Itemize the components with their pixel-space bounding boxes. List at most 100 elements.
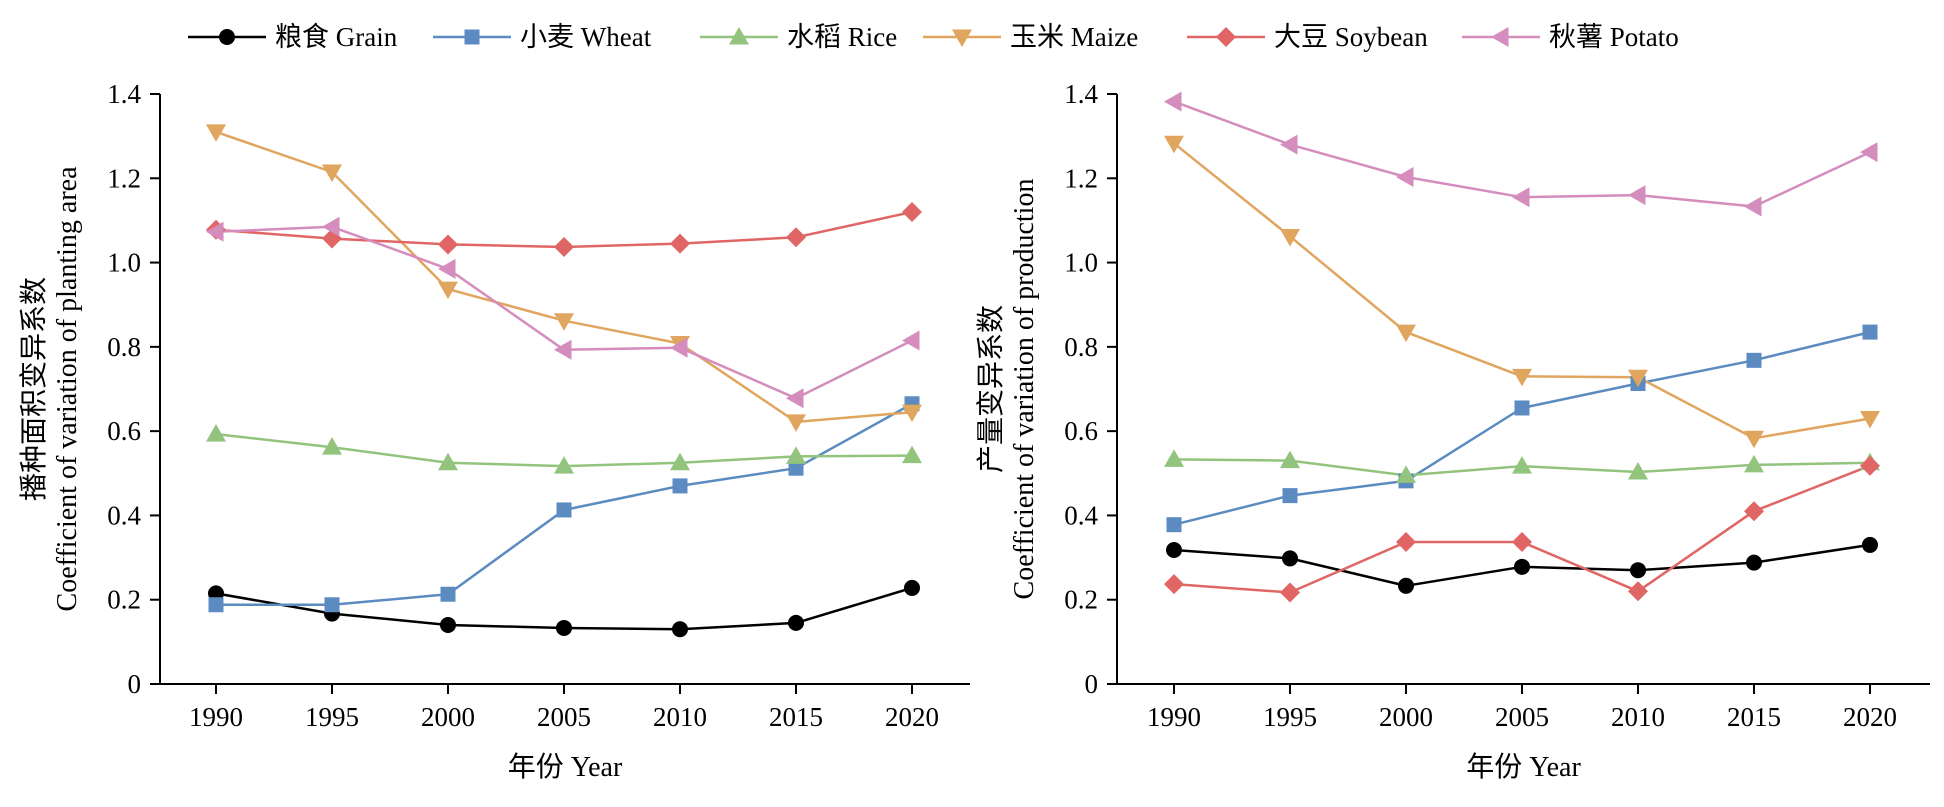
chart-planting-area: 0 0.2 0.4 0.6 0.8 1.0 1.2 1.4 1990 1995 2000 2005 20… [18,79,970,783]
x-tick-label: 2000 [421,702,475,732]
y-tick-label: 1.4 [107,79,141,109]
x-tick-label: 2015 [1727,702,1781,732]
data-point-grain [904,579,920,596]
y-tick-label: 0 [128,669,142,699]
legend-label-maize: 玉米 Maize [1010,22,1138,52]
data-point-grain [440,617,456,633]
data-point-maize [438,281,458,300]
x-tick-label: 1990 [189,702,243,732]
x-tick-label: 2010 [653,702,707,732]
x-tick-label: 2005 [1495,702,1549,732]
data-point-potato [1280,134,1298,155]
series-line-potato [1173,100,1871,208]
data-point-grain [1862,536,1878,553]
data-point-soybean [554,236,574,257]
data-point-wheat [440,586,456,602]
x-axis-label: 年份 Year [508,751,623,783]
data-point-grain [1282,550,1298,567]
series-line-maize [215,130,913,424]
y-tick-label: 0.2 [1064,585,1098,615]
data-point-rice [670,452,690,471]
data-point-maize [902,404,922,423]
data-point-grain [556,619,572,636]
data-point-rice [322,437,342,455]
data-point-wheat [324,597,340,613]
legend-marker-grain [219,29,235,45]
data-point-potato [1628,185,1646,206]
data-point-grain [1398,577,1414,594]
y-axis-label-cn: 播种面积变异系数 [18,277,50,501]
y-tick-label: 1.2 [1064,163,1098,193]
data-point-soybean [1512,531,1532,552]
legend-marker-rice [729,27,749,45]
data-point-potato [1396,167,1414,188]
legend-label-soybean: 大豆 Soybean [1274,22,1428,52]
y-tick-label: 0.4 [1064,500,1098,530]
x-tick-label: 1995 [1263,702,1317,732]
data-point-soybean [786,227,806,248]
data-point-rice [206,424,226,442]
data-point-maize [786,414,806,432]
data-point-soybean [1280,582,1300,603]
x-tick-label: 2010 [1611,702,1665,732]
data-point-maize [322,164,342,182]
legend-label-grain: 粮食 Grain [275,22,398,52]
data-point-wheat [788,460,804,476]
data-point-potato [1164,91,1182,112]
data-point-potato [554,339,572,360]
series-line-maize [1173,142,1871,440]
data-point-potato [670,337,688,358]
data-point-potato [206,221,224,242]
x-tick-label: 1995 [305,702,359,732]
data-point-rice [438,452,458,471]
data-point-wheat [1166,517,1182,533]
legend-label-potato: 秋薯 Potato [1549,22,1679,52]
legend-marker-soybean [1216,27,1236,47]
x-axis-label: 年份 Year [1466,751,1581,783]
chart-legend: 粮食 Grain 小麦 Wheat 水稻 Rice 玉米 Maize 大豆 Soybea… [188,22,1679,52]
chart-production: 0 0.2 0.4 0.6 0.8 1.0 1.2 1.4 1990 1995 2000 2005 20… [975,79,1930,783]
y-tick-label: 1.4 [1064,79,1098,109]
data-point-potato [438,258,456,279]
data-point-potato [1860,142,1878,163]
data-point-grain [1746,554,1762,571]
data-point-rice [1396,465,1416,483]
y-tick-label: 0.4 [107,500,141,530]
data-point-grain [788,614,804,631]
data-point-maize [1280,228,1300,247]
y-tick-label: 0.8 [107,332,141,362]
legend-marker-maize [952,29,972,47]
data-point-potato [902,330,920,351]
legend-marker-potato [1491,27,1509,47]
legend-marker-wheat [464,29,480,45]
data-point-maize [1628,369,1648,388]
x-tick-label: 2020 [885,702,939,732]
data-point-rice [1744,454,1764,473]
legend-label-rice: 水稻 Rice [787,22,897,52]
data-point-rice [1280,450,1300,469]
data-point-rice [902,445,922,464]
data-point-soybean [902,202,922,222]
data-point-wheat [1862,324,1878,340]
data-point-maize [1860,411,1880,429]
data-point-wheat [1282,488,1298,504]
data-point-soybean [1744,501,1764,522]
y-tick-label: 1.2 [107,163,141,193]
y-tick-label: 0 [1085,669,1099,699]
data-point-wheat [672,478,688,494]
data-point-soybean [1860,455,1880,476]
data-point-maize [1396,324,1416,343]
x-tick-label: 2020 [1843,702,1897,732]
y-tick-label: 1.0 [1064,248,1098,278]
data-point-grain [672,621,688,638]
data-point-soybean [1396,531,1416,552]
y-tick-label: 0.8 [1064,332,1098,362]
y-axis-label-en: Coefficient of variation of production [1009,179,1040,600]
y-tick-label: 0.6 [1064,416,1098,446]
y-tick-label: 0.2 [107,585,141,615]
y-tick-label: 1.0 [107,248,141,278]
data-point-potato [786,388,804,409]
data-point-rice [786,446,806,464]
